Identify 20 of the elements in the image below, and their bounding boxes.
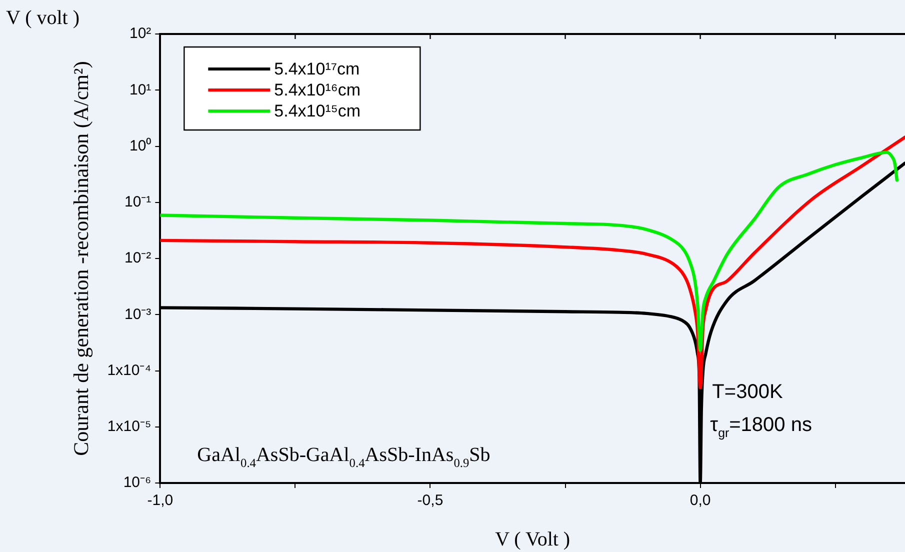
legend-label: 5.4x10¹⁶cm (274, 80, 361, 100)
x-tick-label: 0,0 (690, 492, 711, 510)
y-tick-label: 1x10⁻⁴ (107, 362, 152, 379)
y-tick-label: 10⁻³ (124, 306, 152, 323)
y-tick-label: 10⁻⁶ (123, 474, 152, 492)
y-tick-label: 10⁻² (124, 250, 152, 267)
x-tick-label: -0,5 (417, 492, 444, 510)
y-tick-label: 10⁻¹ (124, 194, 152, 211)
line-series (160, 150, 898, 352)
y-tick-label: 10² (129, 25, 152, 42)
y-tick-label: 10¹ (129, 81, 152, 98)
legend-label: 5.4x10¹⁵cm (274, 102, 361, 121)
annotation: T=300K (712, 381, 784, 403)
legend-label: 5.4x10¹⁷cm (274, 60, 360, 79)
x-axis-title: V ( Volt ) (495, 528, 570, 550)
y-tick-label: 1x10⁻⁵ (107, 418, 152, 436)
y-tick-label: 10⁰ (129, 137, 152, 154)
x-tick-label: -1,0 (147, 492, 174, 510)
text: V ( volt ) (6, 7, 80, 29)
y-axis-title: Courant de generation -recombinaison (A/cm²) (69, 61, 94, 456)
